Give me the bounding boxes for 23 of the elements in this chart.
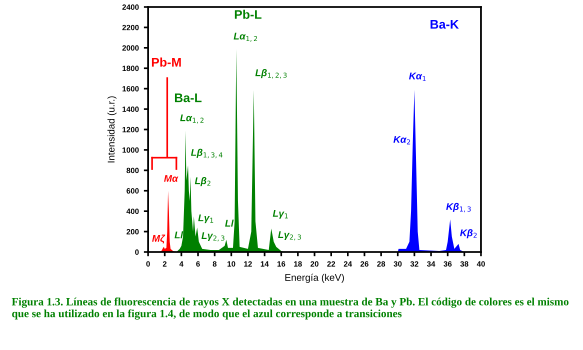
annotation: Lβ$_{2}$ bbox=[194, 177, 210, 186]
annotation: Mα bbox=[164, 175, 178, 182]
annotation: Lγ$_{1}$ bbox=[198, 214, 214, 224]
annotation: Kα$_{1}$ bbox=[409, 72, 426, 81]
x-axis-title: Energía (keV) bbox=[285, 274, 344, 283]
annotation: Lα$_{1,2}$ bbox=[180, 114, 204, 124]
annotation: Kβ$_{1,3}$ bbox=[446, 202, 471, 212]
annotation: Lγ$_{2,3}$ bbox=[278, 231, 301, 240]
annotation: Lγ$_{2,3}$ bbox=[202, 232, 224, 242]
annotation: Mζ bbox=[152, 234, 166, 244]
annotation: Kα$_{2}$ bbox=[393, 136, 410, 144]
annotation: Lβ$_{1,3,4}$ bbox=[190, 148, 222, 158]
y-axis-title: Intensidad (u.r.) bbox=[107, 96, 116, 162]
annotation: Lα$_{1,2}$ bbox=[234, 32, 258, 42]
annotation: Pb-M bbox=[152, 58, 181, 67]
annotation: Ba-K bbox=[430, 20, 459, 29]
annotation: Lγ$_{1}$ bbox=[272, 210, 288, 219]
annotation: Pb-L bbox=[234, 10, 262, 19]
annotation: Ll bbox=[225, 220, 234, 227]
annotation: Ba-L bbox=[174, 94, 202, 102]
text: Figura 1.3. Líneas de fluorescencia de rayos X detectadas en una muestra de Ba y Pb. El código de colores es el mismo que se ha utilizado en la figura 1.4, de modo que el azul corresponde a transiciones bbox=[12, 298, 569, 320]
annotation: Lβ$_{1,2,3}$ bbox=[255, 69, 287, 78]
annotation: Kβ$_{2}$ bbox=[460, 229, 477, 238]
